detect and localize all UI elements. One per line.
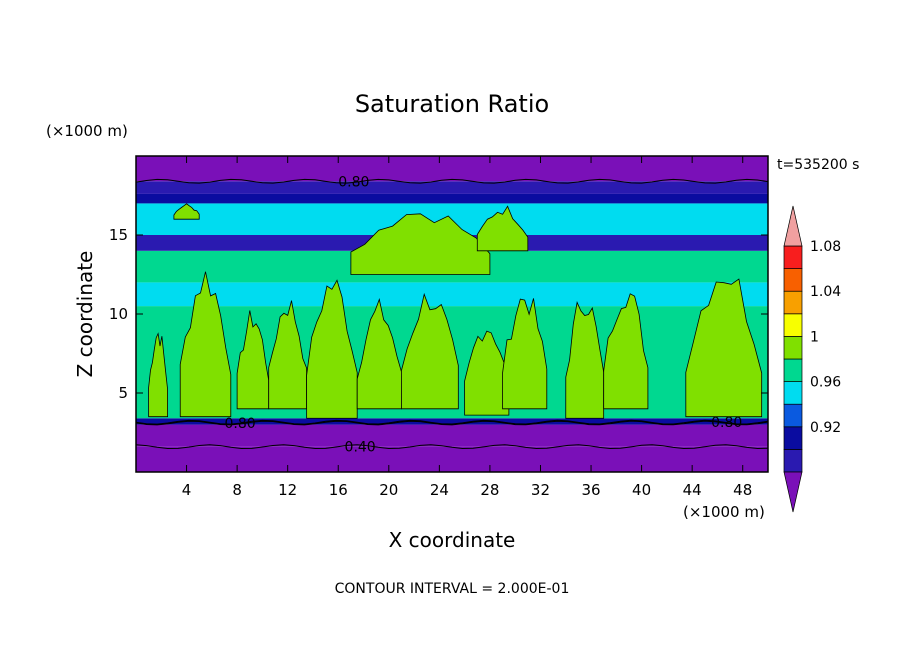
y-unit-label: (×1000 m): [46, 122, 128, 140]
x-tick-label: 8: [232, 481, 242, 499]
colorbar-segment: [783, 449, 803, 473]
y-tick-label: 15: [109, 226, 128, 244]
value-band: [136, 446, 768, 472]
colorbar-segment: [783, 426, 803, 450]
contour-line: [136, 420, 768, 426]
value-band: [136, 156, 768, 182]
x-tick-label: 20: [379, 481, 398, 499]
contour-label: 0.80: [224, 416, 255, 432]
x-tick-label: 44: [683, 481, 702, 499]
chart-title: Saturation Ratio: [355, 90, 549, 118]
colorbar-segment: [783, 290, 803, 315]
contour-line: [136, 444, 768, 450]
cloud-region: [268, 300, 308, 410]
colorbar-segment: [783, 313, 803, 337]
cloud-region: [179, 271, 232, 418]
contour-line: [136, 419, 768, 425]
value-band: [136, 181, 768, 194]
cloud-region: [476, 205, 529, 252]
colorbar-segment: [783, 381, 803, 405]
colorbar-segment: [783, 358, 803, 382]
cloud-region: [685, 278, 763, 418]
colorbar-segment: [783, 268, 803, 292]
x-tick-label: 12: [278, 481, 297, 499]
x-tick-label: 28: [480, 481, 499, 499]
colorbar-segment: [783, 403, 803, 428]
cloud-region: [148, 332, 168, 418]
cloud-region: [603, 293, 649, 410]
y-axis-title: Z coordinate: [73, 251, 97, 378]
x-tick-label: 4: [182, 481, 192, 499]
cloud-region: [306, 279, 358, 419]
x-axis: 4 8 12 16 20 24 28 32 36 40 44 48: [182, 156, 752, 499]
x-unit-label: (×1000 m): [683, 503, 765, 521]
value-band: [136, 193, 768, 204]
contour-field: [136, 156, 768, 472]
y-tick-label: 5: [118, 384, 128, 402]
contour-label: 0.40: [345, 440, 376, 456]
colorbar-tick-label: 0.96: [810, 375, 841, 391]
colorbar-high-arrow: [783, 205, 803, 247]
time-label: t=535200 s: [777, 157, 859, 173]
cloud-region: [356, 297, 402, 410]
contour-line: [136, 178, 768, 184]
x-tick-label: 16: [329, 481, 348, 499]
x-tick-label: 32: [531, 481, 550, 499]
cloud-region: [400, 292, 459, 410]
colorbar-tick-label: 1: [810, 329, 819, 345]
x-axis-title: X coordinate: [389, 528, 516, 552]
contour-lines: 0.80 0.80 0.80 0.40: [136, 174, 768, 456]
cloud-region: [236, 310, 270, 410]
contour-label: 0.80: [338, 174, 369, 190]
contour-label: 0.80: [711, 415, 742, 431]
cloud-region: [565, 301, 605, 419]
cloud-region: [173, 203, 200, 220]
colorbar-segment: [783, 336, 803, 360]
colorbar-tick-label: 1.08: [810, 239, 841, 255]
colorbar-tick-label: 0.92: [810, 420, 841, 436]
value-band: [136, 282, 768, 307]
contour-interval-footer: CONTOUR INTERVAL = 2.000E-01: [335, 581, 570, 597]
value-band: [136, 418, 768, 425]
y-tick-label: 10: [109, 305, 128, 323]
colorbar-segment: [783, 245, 803, 269]
colorbar-low-arrow: [783, 471, 803, 513]
cloud-region: [502, 298, 548, 410]
x-tick-label: 48: [733, 481, 752, 499]
value-band: [136, 424, 768, 447]
x-tick-label: 36: [581, 481, 600, 499]
colorbar-tick-label: 1.04: [810, 284, 841, 300]
x-tick-label: 40: [632, 481, 651, 499]
y-axis: 5 10 15: [109, 226, 768, 402]
x-tick-label: 24: [430, 481, 449, 499]
colorbar: 0.92 0.96 1 1.04 1.08: [783, 205, 841, 513]
